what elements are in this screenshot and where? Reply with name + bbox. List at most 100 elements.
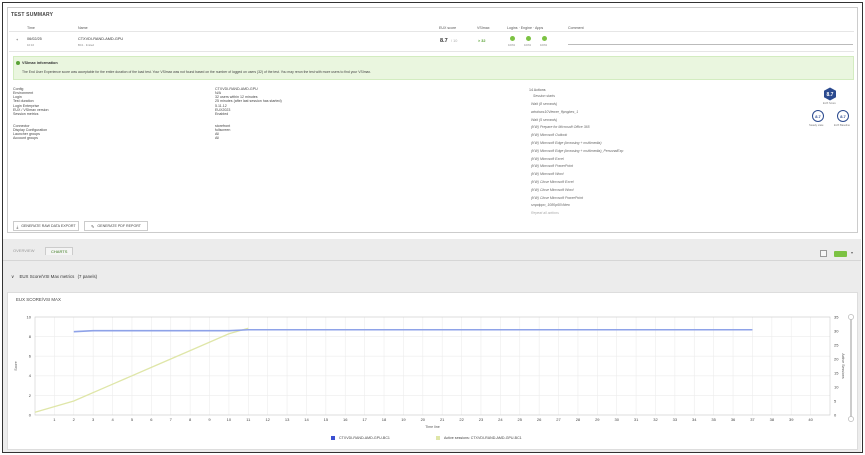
y2-tick-label: 30 [834,328,839,333]
action-item: (KW) Close Microsoft Excel [531,180,574,184]
more-icon[interactable]: ▾ [851,250,854,255]
generate-raw-data-export-button[interactable]: ⤓ GENERATE RAW DATA EXPORT [13,221,79,231]
config-key: Display Configuration [13,128,48,133]
panel-title: EUX Score/VSI Max metrics [19,274,75,279]
x-tick-label: 8 [189,417,192,422]
x-tick-label: 16 [343,417,348,422]
action-item: (KW) Microsoft Edge (browsing + multimed… [531,148,624,153]
x-tick-label: 36 [731,417,736,422]
eux-score-badge: 8.7 [827,92,834,98]
config-value: storefront [215,124,231,128]
config-value: All [215,136,219,141]
x-tick-label: 1 [53,417,56,422]
eux-baseline-caption: EUX Baseline [834,124,851,127]
x-tick-label: 33 [673,417,678,422]
x-tick-label: 38 [770,417,775,422]
header-time: Time [27,26,35,30]
x-tick-label: 19 [401,417,406,422]
apps-status-icon [542,36,547,41]
eux-baseline-badge: 8.7 [837,110,849,122]
x-tick-label: 7 [170,417,173,422]
x-tick-label: 40 [808,417,813,422]
plot-area [34,316,831,416]
config-key: Environment [13,91,34,96]
x-tick-label: 37 [750,417,755,422]
config-key: Connector [13,124,30,128]
x-tick-label: 9 [208,417,211,422]
action-item: (KW) Microsoft Edge (browsing + multimed… [531,141,602,145]
chart-scroll-handle-top [848,314,854,320]
x-tick-label: 12 [265,417,270,422]
y-tick-label: 0 [29,412,32,417]
row-name[interactable]: CTXVDI-RAND-AMD-GPU [78,37,124,41]
action-item: Wait (8 seconds) [531,102,558,106]
collapse-chevron-icon[interactable]: ∨ [11,274,15,279]
x-tick-label: 28 [576,417,581,422]
fullscreen-icon[interactable] [820,250,827,257]
action-item: (KW) Close Microsoft PowerPoint [531,195,583,200]
action-item: (KW) Microsoft Excel [531,156,564,161]
x-tick-label: 4 [111,417,114,422]
y-tick-label: 2 [29,393,32,398]
config-value: 32 users within 12 minutes [215,95,258,100]
y-tick-label: 6 [29,354,32,359]
x-tick-label: 27 [556,417,561,422]
row-sub: BC1 · limited [78,43,95,47]
x-tick-label: 22 [459,417,464,422]
raw-export-label: GENERATE RAW DATA EXPORT [21,224,76,228]
x-tick-label: 18 [382,417,387,422]
eux-chart: 1 2 3 4 5 6 7 8 9 10 11 12 13 14 15 16 17 18 19 20 21 22 23 24 2… [14,314,854,440]
config-key: Config [13,87,24,91]
action-item: (KW) Microsoft Word [531,172,564,177]
comment-field[interactable] [568,44,853,45]
x-tick-label: 6 [150,417,153,422]
apps-pct: 100% [540,43,548,47]
action-item: windows10Viewer_ffpngbes_1 [531,109,579,114]
config-key: Session metrics [13,111,39,116]
config-key: Launcher groups [13,132,40,137]
config-key: Login Enterprise [13,103,40,108]
header-logins: Logins · Engine · Apps [507,26,544,30]
generate-pdf-report-button[interactable]: ✎ GENERATE PDF REPORT [84,221,148,231]
config-value: EUX2023 [215,107,231,112]
panel-header[interactable]: ∨ EUX Score/VSI Max metrics (7 panels) [11,274,97,280]
y-tick-label: 8 [29,334,32,339]
row-vsimax: > 32 [478,39,486,43]
header-comment: Comment [568,26,584,30]
x-tick-label: 17 [362,417,367,422]
config-key: Account groups [13,136,38,141]
banner-text: The End User Experience score was accept… [22,70,372,74]
y-tick-label: 10 [27,314,32,319]
x-tick-label: 39 [789,417,794,422]
x-tick-label: 21 [440,417,445,422]
test-row[interactable]: + 06/02/25 10:16 CTXVDI-RAND-AMD-GPU BC1… [9,33,854,52]
tab-overview[interactable]: OVERVIEW [13,248,35,253]
expand-icon[interactable]: + [16,38,19,42]
header-vsimax: VSImax [477,26,490,30]
tab-divider [3,260,861,261]
x-tick-label: 29 [595,417,600,422]
steady-state-badge: 8.7 [812,110,824,122]
action-item: (KW) Close Microsoft Word [531,187,574,192]
pdf-report-label: GENERATE PDF REPORT [97,224,141,228]
tab-charts[interactable]: CHARTS [45,247,74,255]
x-tick-label: 35 [711,417,716,422]
info-icon [16,61,20,65]
row-time: 10:16 [27,43,34,47]
logins-pct: 100% [508,43,516,47]
config-value: 25 minutes (after last session has start… [215,99,282,104]
action-item: (KW) Microsoft Outlook [531,133,568,138]
config-key: Test duration [13,99,34,104]
engine-pct: 100% [524,43,532,47]
chart-scroll-handle-bottom [848,416,854,422]
add-button[interactable] [834,251,847,257]
header-eux: EUX score [439,26,457,30]
row-date: 06/02/25 [27,37,42,41]
x-tick-label: 31 [634,417,639,422]
legend-label-active: Active sessions: CTXVDI-RAND-AMD-GPU-BC1 [444,436,522,440]
x-tick-label: 5 [131,417,134,422]
x-tick-label: 25 [518,417,523,422]
action-item: (KW) Prepare for Microsoft Office 365 [531,125,590,130]
vsimax-info-banner: VSImax information The End User Experien… [13,56,854,80]
